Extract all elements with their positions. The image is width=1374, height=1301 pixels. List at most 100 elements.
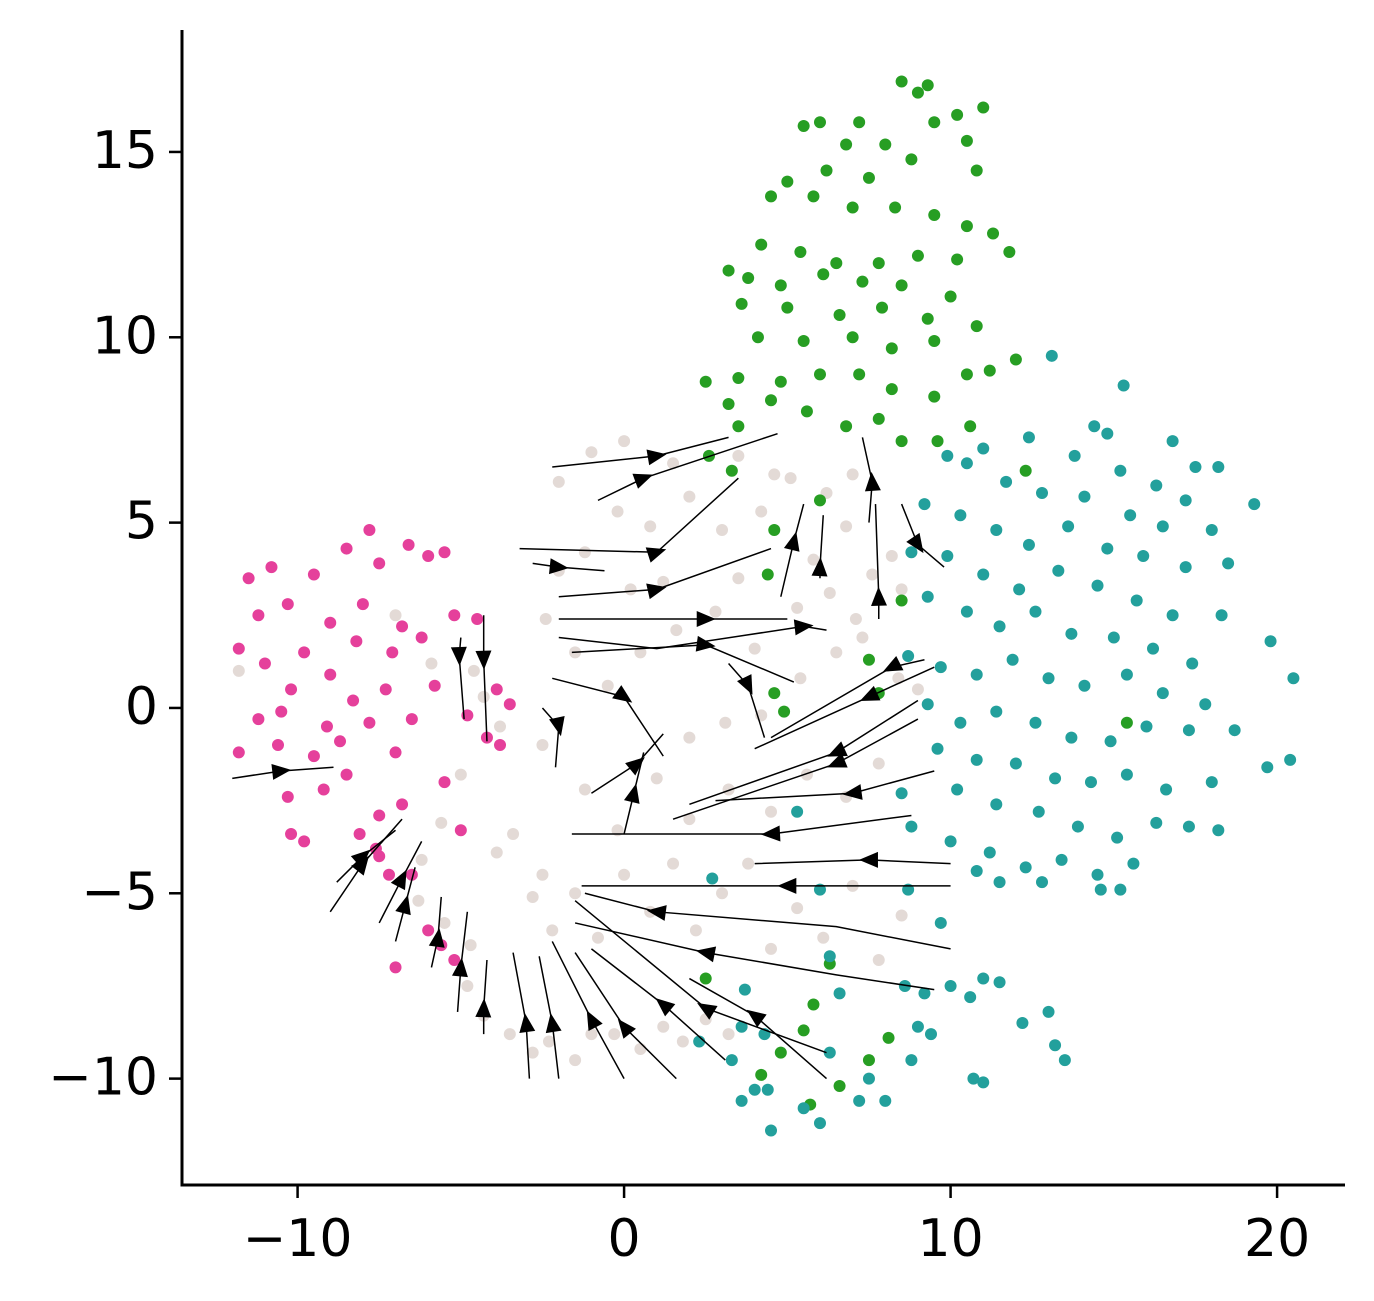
arrowhead xyxy=(858,851,878,868)
point xyxy=(784,472,797,485)
point xyxy=(494,720,507,733)
point xyxy=(1107,631,1120,644)
point xyxy=(921,79,934,92)
point xyxy=(1182,820,1195,833)
point xyxy=(1186,657,1199,670)
point xyxy=(993,976,1006,989)
point xyxy=(990,524,1003,537)
point xyxy=(490,683,503,696)
point xyxy=(840,420,853,433)
point xyxy=(882,1031,895,1044)
point xyxy=(1009,353,1022,366)
arrowhead xyxy=(450,646,467,667)
point xyxy=(618,435,631,448)
arrowhead xyxy=(645,547,667,563)
point xyxy=(415,631,428,644)
point xyxy=(732,449,745,462)
arrowhead xyxy=(549,715,565,737)
point xyxy=(383,868,396,881)
point xyxy=(1212,824,1225,837)
point xyxy=(924,1028,937,1041)
arrowhead xyxy=(777,877,797,894)
arrowhead xyxy=(350,849,371,869)
point xyxy=(396,798,409,811)
point xyxy=(578,546,591,559)
arrowhead xyxy=(390,869,407,891)
streamline xyxy=(754,859,951,865)
point xyxy=(275,705,288,718)
point xyxy=(422,924,435,937)
arrowhead xyxy=(697,1003,718,1020)
streamline xyxy=(672,718,919,820)
point xyxy=(1101,427,1114,440)
point xyxy=(751,331,764,344)
point xyxy=(960,134,973,147)
point xyxy=(405,868,418,881)
point xyxy=(794,246,807,259)
point xyxy=(902,650,915,663)
streamline xyxy=(552,436,729,468)
point xyxy=(536,868,549,881)
point xyxy=(1029,605,1042,618)
point xyxy=(542,1035,555,1048)
point xyxy=(964,991,977,1004)
point xyxy=(895,435,908,448)
point xyxy=(879,138,892,151)
point xyxy=(1179,494,1192,507)
point xyxy=(324,668,337,681)
point xyxy=(866,568,879,581)
point xyxy=(347,694,360,707)
arrowhead xyxy=(696,610,716,627)
streamline xyxy=(571,644,795,683)
point xyxy=(324,616,337,629)
point xyxy=(830,646,843,659)
point xyxy=(928,208,941,221)
arrowhead xyxy=(737,674,753,695)
point xyxy=(791,601,804,614)
point xyxy=(1104,735,1117,748)
point xyxy=(960,368,973,381)
point xyxy=(768,524,781,537)
point xyxy=(823,1046,836,1059)
point xyxy=(742,857,755,870)
point xyxy=(862,653,875,666)
arrowhead xyxy=(827,741,848,757)
point xyxy=(1042,672,1055,685)
point xyxy=(761,568,774,581)
point xyxy=(1111,831,1124,844)
point xyxy=(454,768,467,781)
point xyxy=(755,238,768,251)
point xyxy=(1065,627,1078,640)
point xyxy=(1150,479,1163,492)
point xyxy=(954,716,967,729)
point xyxy=(373,557,386,570)
streamline xyxy=(574,922,935,991)
point xyxy=(415,853,428,866)
point xyxy=(1248,498,1261,511)
point xyxy=(454,824,467,837)
point xyxy=(578,783,591,796)
point xyxy=(931,435,944,448)
point xyxy=(1058,1054,1071,1067)
point xyxy=(856,631,869,644)
point xyxy=(774,375,787,388)
point xyxy=(1117,379,1130,392)
point xyxy=(1084,776,1097,789)
point xyxy=(1022,538,1035,551)
point xyxy=(911,86,924,99)
x-tick-label: 0 xyxy=(608,1209,641,1269)
point xyxy=(1013,583,1026,596)
point xyxy=(840,138,853,151)
point xyxy=(879,1094,892,1107)
point xyxy=(846,331,859,344)
point xyxy=(363,716,376,729)
point xyxy=(402,538,415,551)
point xyxy=(846,468,859,481)
point xyxy=(905,153,918,166)
arrowhead xyxy=(519,1013,536,1033)
point xyxy=(905,546,918,559)
point xyxy=(569,1054,582,1067)
point xyxy=(987,227,1000,240)
point xyxy=(1101,542,1114,555)
